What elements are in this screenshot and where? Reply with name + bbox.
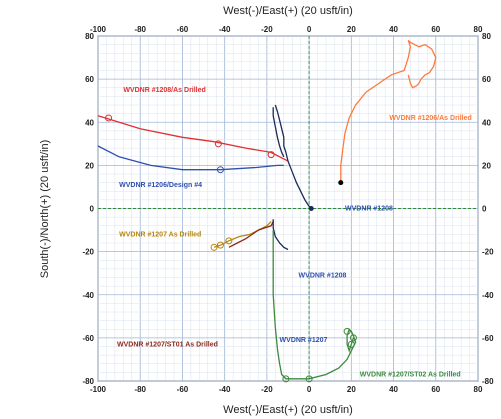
y-tick-label-right: 40: [482, 118, 491, 127]
x-tick-label-bottom: 20: [347, 385, 356, 394]
x-tick-label-top: -100: [90, 25, 107, 34]
series-label: WVDNR #1208: [299, 273, 347, 280]
series-line-8: [272, 230, 357, 380]
y-tick-label-left: 20: [85, 161, 94, 170]
y-tick-label-right: -60: [482, 334, 494, 343]
x-tick-label-bottom: 40: [389, 385, 398, 394]
tick-layer: -100-100-80-80-60-60-40-40-20-2000202040…: [82, 25, 494, 394]
series-layer: [97, 39, 437, 380]
x-tick-label-bottom: -40: [219, 385, 231, 394]
x-tick-label-top: -20: [261, 25, 273, 34]
x-tick-label-bottom: -60: [177, 385, 189, 394]
marker-layer: [105, 114, 357, 383]
series-label: WVDNR #1206/Design #4: [119, 182, 202, 189]
x-tick-label-top: 60: [431, 25, 440, 34]
series-marker-2: [210, 243, 218, 251]
series-label: WVDNR #1206/As Drilled: [389, 115, 471, 122]
series-marker-3: [347, 340, 355, 348]
series-line-7: [272, 219, 289, 251]
x-tick-label-top: 80: [474, 25, 483, 34]
series-label: WVDNR #1208/As Drilled: [123, 87, 205, 94]
series-marker-0: [267, 151, 275, 159]
x-tick-label-top: -60: [177, 25, 189, 34]
series-line-0: [97, 115, 289, 162]
series-line-3: [272, 107, 285, 158]
y-tick-label-left: -20: [82, 248, 94, 257]
y-tick-label-left: -40: [82, 291, 94, 300]
series-marker-0: [214, 140, 222, 148]
y-axis-title: South(-)/North(+) (20 usft/in): [39, 140, 51, 278]
series-marker-3: [349, 334, 357, 342]
y-tick-label-right: -20: [482, 248, 494, 257]
x-tick-label-bottom: 60: [431, 385, 440, 394]
y-tick-label-right: 20: [482, 161, 491, 170]
series-label: WVDNR #1208: [345, 206, 393, 213]
series-label: WVDNR #1207 As Drilled: [119, 232, 201, 239]
x-tick-label-bottom: -20: [261, 385, 273, 394]
y-tick-label-right: -40: [482, 291, 494, 300]
y-tick-label-right: -80: [482, 377, 494, 386]
x-tick-label-bottom: 80: [474, 385, 483, 394]
series-line-6: [228, 221, 274, 248]
x-tick-label-top: -40: [219, 25, 231, 34]
series-marker-3: [282, 375, 290, 383]
y-tick-label-right: 0: [482, 205, 487, 214]
series-label: WVDNR #1207/ST02 As Drilled: [360, 372, 461, 379]
x-tick-label-bottom: 0: [307, 385, 312, 394]
end-point-marker: [308, 206, 314, 211]
series-marker-3: [305, 375, 313, 383]
y-tick-label-left: 60: [85, 75, 94, 84]
x-axis-title-bottom: West(-)/East(+) (20 usft/in): [223, 404, 353, 416]
y-tick-label-left: -60: [82, 334, 94, 343]
y-tick-label-left: 40: [85, 118, 94, 127]
series-marker-1: [216, 166, 224, 174]
series-marker-2: [225, 237, 233, 245]
x-tick-label-bottom: -80: [134, 385, 146, 394]
series-line-2: [274, 104, 312, 209]
x-axis-title-top: West(-)/East(+) (20 usft/in): [223, 5, 353, 17]
x-tick-label-bottom: -100: [90, 385, 107, 394]
series-line-4: [340, 39, 437, 183]
y-tick-label-right: 60: [482, 75, 491, 84]
label-layer: WVDNR #1208/As Drilled WVDNR #1206/As Dri…: [117, 87, 472, 379]
series-marker-0: [105, 114, 113, 122]
start-point-marker: [338, 180, 344, 186]
series-marker-3: [343, 327, 351, 335]
y-tick-label-left: 80: [85, 32, 94, 41]
x-tick-label-top: -80: [134, 25, 146, 34]
x-tick-label-top: 40: [389, 25, 398, 34]
series-marker-2: [216, 241, 224, 249]
y-tick-label-left: 0: [90, 205, 95, 214]
series-line-5: [213, 220, 272, 248]
series-line-1: [97, 145, 284, 171]
x-tick-label-top: 0: [307, 25, 312, 34]
y-tick-label-left: -80: [82, 377, 94, 386]
series-label: WVDNR #1207: [280, 337, 328, 344]
x-tick-label-top: 20: [347, 25, 356, 34]
series-label: WVDNR #1207/ST01 As Drilled: [117, 342, 218, 349]
y-tick-label-right: 80: [482, 32, 491, 41]
